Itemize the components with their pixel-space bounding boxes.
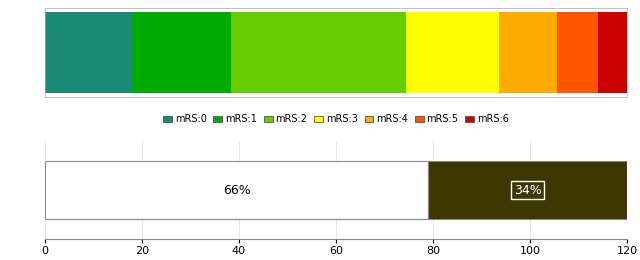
Bar — [499, 12, 557, 93]
Bar — [406, 12, 499, 93]
Text: 66%: 66% — [223, 184, 250, 197]
Bar — [557, 12, 598, 93]
Bar — [45, 12, 132, 93]
Bar — [231, 12, 406, 93]
Text: 34%: 34% — [514, 184, 541, 197]
Bar — [598, 12, 627, 93]
Bar — [132, 12, 231, 93]
Legend: mRS:0, mRS:1, mRS:2, mRS:3, mRS:4, mRS:5, mRS:6: mRS:0, mRS:1, mRS:2, mRS:3, mRS:4, mRS:5… — [163, 114, 509, 125]
Bar — [45, 161, 428, 219]
Bar — [428, 161, 627, 219]
